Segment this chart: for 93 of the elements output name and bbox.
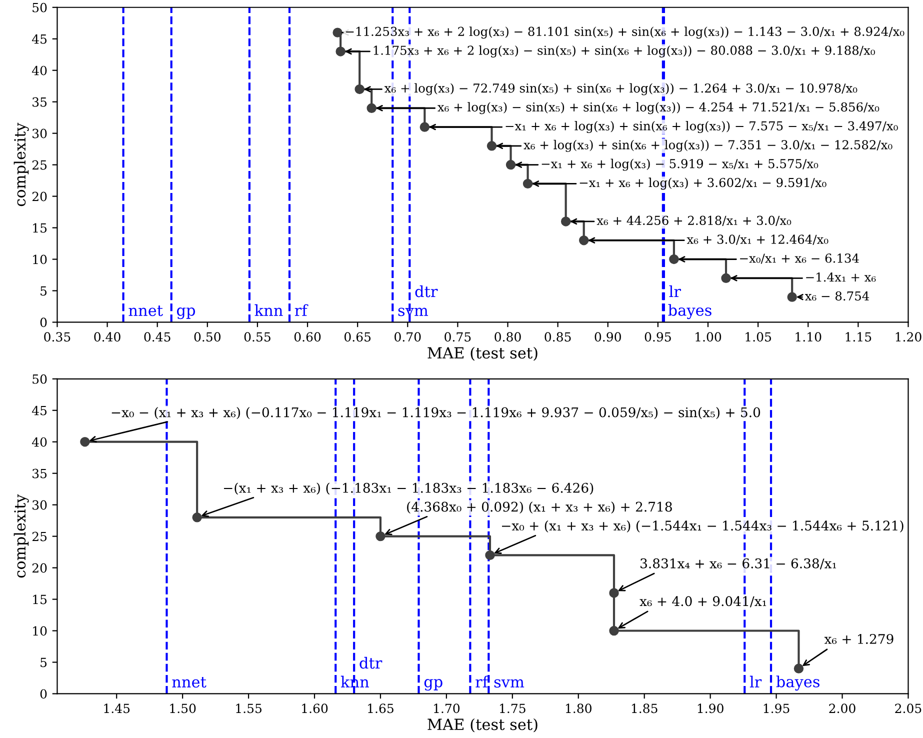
annotation: x₆ + 3.0/x₁ + 12.464/x₀ <box>686 234 828 245</box>
ref-line-label: rf <box>476 676 489 688</box>
x-tick-label: 1.10 <box>796 332 822 342</box>
x-tick-label: 0.35 <box>44 332 70 342</box>
y-tick-label: 15 <box>33 594 47 604</box>
annotation: −x₀/x₁ + x₆ − 6.134 <box>740 254 859 264</box>
annotation: −x₀ + (x₁ + x₃ + x₆) (−1.544x₁ − 1.544x₃ − 1.544x₆ + 5.121) <box>502 520 904 532</box>
y-axis-title: complexity <box>14 122 29 206</box>
ref-line-label: lr <box>750 676 762 688</box>
x-tick-label: 0.65 <box>344 332 371 342</box>
ref-line-label: bayes <box>668 304 712 320</box>
ref-line-label: svm <box>494 679 524 688</box>
annotation: x₆ + 1.279 <box>824 634 894 644</box>
ref-line-label: bayes <box>776 676 820 691</box>
y-tick-label: 5 <box>40 286 47 296</box>
ref-line-label: knn <box>254 304 283 316</box>
x-tick-label: 0.55 <box>244 332 270 342</box>
ref-line-label: svm <box>398 308 428 316</box>
annotation: x₆ + 44.256 + 2.818/x₁ + 3.0/x₀ <box>596 216 792 226</box>
y-tick-label: 30 <box>32 128 47 138</box>
annotation: −x₁ + x₆ + log(x₃) + sin(x₆ + log(x₃)) − 7.575 − x₅/x₁ − 3.497/x₀ <box>506 121 898 134</box>
y-tick-label: 40 <box>32 437 47 447</box>
annotation: −1.4x₁ + x₆ <box>806 272 876 282</box>
x-tick-label: 1.60 <box>302 704 328 714</box>
ref-line-label: gp <box>176 308 196 320</box>
annotation: x₆ + log(x₃) − 72.749 sin(x₅) + sin(x₆ + log(x₃)) − 1.264 + 3.0/x₁ − 10.978/x₀ <box>384 83 858 96</box>
x-tick-label: 1.05 <box>746 332 772 342</box>
annotation: x₆ + log(x₃) + sin(x₆ + log(x₃)) − 7.351 − 3.0/x₁ − 12.582/x₀ <box>524 140 892 152</box>
x-tick-label: 1.70 <box>434 704 460 714</box>
x-tick-label: 1.50 <box>170 704 196 714</box>
x-tick-label: 1.90 <box>698 704 724 714</box>
x-tick-label: 1.55 <box>236 704 262 714</box>
annotation: −x₁ + x₆ + log(x₃) − 5.919 − x₅/x₁ + 5.575/x₀ <box>542 158 818 171</box>
ref-line-label: knn <box>340 676 369 688</box>
x-tick-label: 0.40 <box>94 332 120 342</box>
x-tick-label: 0.90 <box>594 332 621 342</box>
y-tick-label: 50 <box>32 374 47 384</box>
x-tick-label: 0.70 <box>394 332 421 342</box>
x-tick-label: 0.95 <box>644 332 671 342</box>
y-tick-label: 0 <box>40 689 47 699</box>
y-tick-label: 50 <box>32 2 47 12</box>
y-tick-label: 10 <box>33 626 47 636</box>
ref-line-label: gp <box>424 679 442 691</box>
y-tick-label: 20 <box>32 563 47 573</box>
y-tick-label: 15 <box>33 223 47 233</box>
annotation: x₆ − 8.754 <box>805 291 870 301</box>
x-tick-label: 0.75 <box>444 332 471 342</box>
ref-line-label: dtr <box>360 656 382 669</box>
x-tick-label: 0.80 <box>494 332 521 342</box>
x-tick-label: 1.00 <box>696 332 722 342</box>
annotation: x₆ + log(x₃) − sin(x₅) + sin(x₆ + log(x₃)) − 4.254 + 71.521/x₁ − 5.856/x₀ <box>438 102 880 114</box>
y-tick-label: 10 <box>33 254 47 264</box>
x-axis-title: MAE (test set) <box>428 346 538 361</box>
x-tick-label: 1.20 <box>896 332 922 342</box>
x-tick-label: 0.85 <box>544 332 571 342</box>
ref-line-label: lr <box>669 285 681 297</box>
annotation: −(x₁ + x₃ + x₆) (−1.183x₁ − 1.183x₃ − 1.183x₆ − 6.426) <box>224 482 594 495</box>
y-axis-title: complexity <box>14 494 29 578</box>
y-tick-label: 35 <box>32 97 47 107</box>
x-tick-label: 2.05 <box>895 704 922 714</box>
x-tick-label: 1.45 <box>104 704 130 714</box>
y-tick-label: 20 <box>32 192 47 202</box>
x-tick-label: 1.75 <box>500 704 526 714</box>
x-tick-label: 0.60 <box>294 332 321 342</box>
annotation: −x₁ + x₆ + log(x₃) + 3.602/x₁ − 9.591/x₀ <box>580 178 826 190</box>
annotation: 3.831x₄ + x₆ − 6.31 − 6.38/x₁ <box>640 558 836 570</box>
annotation: −11.253x₃ + x₆ + 2 log(x₃) − 81.101 sin(x₅) + sin(x₆ + log(x₃)) − 1.143 − 3.0/x₁ + 8.924/x₀ <box>346 26 904 39</box>
annotation: 1.175x₃ + x₆ + 2 log(x₃) − sin(x₅) + sin(x₆ + log(x₃)) − 80.088 − 3.0/x₁ + 9.188/x₀ <box>374 45 875 58</box>
y-tick-label: 45 <box>32 34 47 44</box>
x-tick-label: 1.95 <box>764 704 790 714</box>
x-tick-label: 1.65 <box>368 704 394 714</box>
y-tick-label: 25 <box>32 532 47 542</box>
ref-line-label: dtr <box>415 285 438 298</box>
ref-line-label: nnet <box>128 306 163 316</box>
y-tick-label: 40 <box>32 66 47 76</box>
annotation: x₆ + 4.0 + 9.041/x₁ <box>640 596 766 608</box>
y-tick-label: 35 <box>32 468 47 478</box>
x-tick-label: 1.80 <box>566 704 592 714</box>
x-tick-label: 1.85 <box>632 704 658 714</box>
annotation: (4.368x₀ + 0.092) (x₁ + x₃ + x₆) + 2.718 <box>407 501 672 514</box>
ref-line-label: rf <box>294 304 308 316</box>
y-tick-label: 30 <box>32 500 47 510</box>
annotation: −x₀ − (x₁ + x₃ + x₆) (−0.117x₀ − 1.119x₁ − 1.119x₃ − 1.119x₆ + 9.937 − 0.059/x₅) − sin(x₅) + 5.0 <box>112 407 760 420</box>
ref-line-label: nnet <box>172 677 206 688</box>
y-tick-label: 45 <box>32 406 47 416</box>
x-axis-title: MAE (test set) <box>428 718 538 732</box>
x-tick-label: 2.00 <box>829 704 856 714</box>
x-tick-label: 0.45 <box>144 332 170 342</box>
y-tick-label: 25 <box>32 160 47 170</box>
y-tick-label: 5 <box>40 658 47 668</box>
x-tick-label: 0.50 <box>194 332 220 342</box>
y-tick-label: 0 <box>40 318 47 328</box>
x-tick-label: 1.15 <box>846 332 872 342</box>
